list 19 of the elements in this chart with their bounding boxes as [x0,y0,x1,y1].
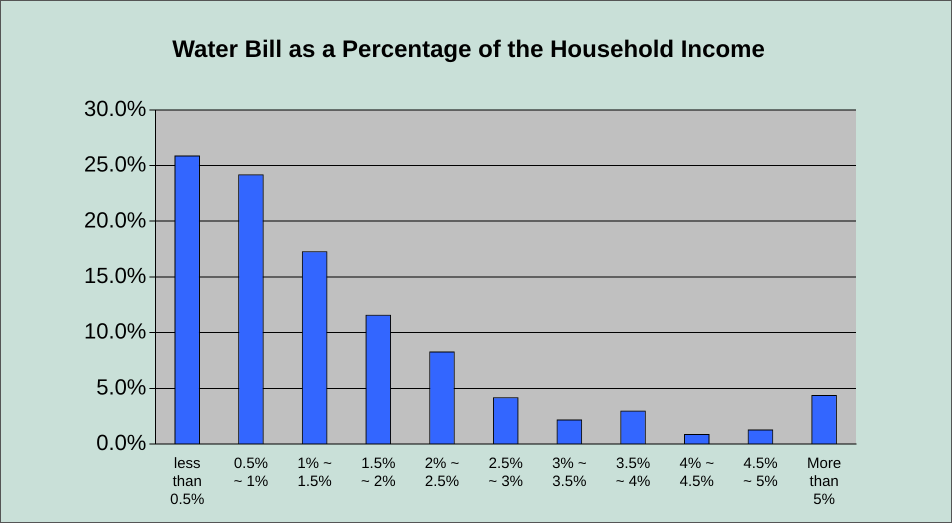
x-tick-label: More than 5% [807,455,842,508]
x-tick-label: 2.5% ~ 3% [488,455,523,490]
y-tick-label: 20.0% [84,207,146,232]
x-tick-label: 2% ~ 2.5% [424,455,460,490]
x-tick-label: 0.5% ~ 1% [234,455,268,490]
x-tick-label: 4% ~ 4.5% [679,455,714,490]
y-tick-label: 15.0% [84,262,146,288]
y-tick-label: 10.0% [84,318,146,344]
chart-title: Water Bill as a Percentage of the Household Income [172,36,765,64]
x-tick-label: 1.5% ~ 2% [361,455,396,490]
y-tick-label: 5.0% [96,374,146,400]
y-tick-label: 30.0% [84,96,146,121]
y-tick-label: 25.0% [84,152,146,177]
x-tick-label: 3% ~ 3.5% [552,455,587,490]
x-tick-label: 1% ~ 1.5% [297,455,332,490]
x-tick-label: less than 0.5% [170,455,204,508]
y-tick-label: 0.0% [96,430,146,456]
x-tick-label: 3.5% ~ 4% [616,455,650,490]
x-tick-label: 4.5% ~ 5% [743,455,778,490]
